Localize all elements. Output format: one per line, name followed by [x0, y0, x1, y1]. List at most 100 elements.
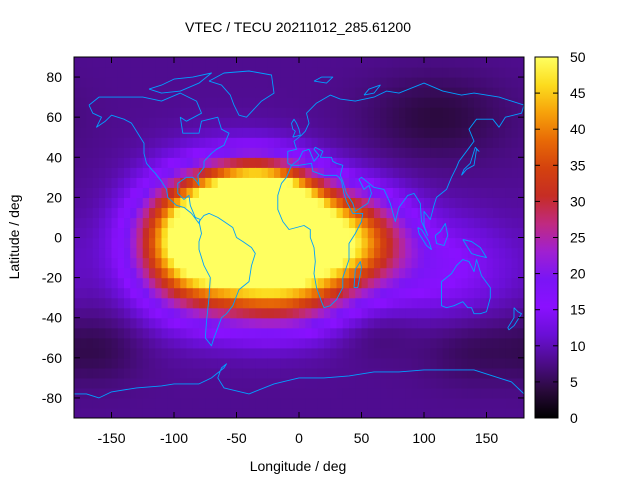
- heatmap-cell: [274, 67, 281, 78]
- heatmap-cell: [517, 67, 524, 78]
- heatmap-cell: [492, 57, 500, 68]
- heatmap-cell: [167, 217, 175, 229]
- heatmap-cell: [186, 187, 194, 198]
- heatmap-cell: [417, 357, 425, 369]
- heatmap-cell: [399, 257, 406, 269]
- heatmap-cell: [99, 97, 106, 108]
- heatmap-cell: [511, 337, 519, 349]
- heatmap-cell: [455, 177, 463, 188]
- heatmap-cell: [492, 117, 500, 128]
- heatmap-cell: [161, 247, 169, 259]
- heatmap-cell: [92, 377, 100, 389]
- heatmap-cell: [517, 237, 524, 249]
- heatmap-cell: [299, 167, 306, 178]
- heatmap-cell: [324, 117, 331, 128]
- heatmap-cell: [517, 57, 524, 68]
- heatmap-cell: [436, 237, 444, 249]
- heatmap-cell: [199, 317, 206, 329]
- heatmap-cell: [324, 277, 331, 289]
- heatmap-cell: [499, 87, 506, 98]
- heatmap-cell: [80, 357, 88, 369]
- heatmap-cell: [436, 197, 444, 209]
- heatmap-cell: [449, 327, 456, 339]
- heatmap-cell: [211, 377, 219, 389]
- heatmap-cell: [342, 307, 350, 319]
- heatmap-cell: [92, 327, 100, 339]
- heatmap-cell: [292, 277, 300, 289]
- heatmap-cell: [186, 177, 194, 188]
- heatmap-cell: [467, 207, 475, 219]
- heatmap-cell: [174, 137, 181, 148]
- heatmap-cell: [430, 107, 438, 118]
- heatmap-cell: [442, 167, 450, 178]
- heatmap-cell: [517, 217, 524, 229]
- heatmap-cell: [136, 397, 144, 409]
- heatmap-cell: [305, 87, 313, 98]
- heatmap-cell: [455, 377, 463, 389]
- heatmap-cell: [117, 207, 125, 219]
- heatmap-cell: [455, 307, 463, 319]
- heatmap-cell: [505, 297, 513, 309]
- heatmap-cell: [224, 407, 231, 418]
- heatmap-cell: [342, 377, 350, 389]
- heatmap-cell: [436, 107, 444, 118]
- heatmap-cell: [130, 357, 138, 369]
- heatmap-cell: [342, 227, 350, 239]
- heatmap-cell: [305, 207, 313, 219]
- heatmap-cell: [455, 317, 463, 329]
- heatmap-cell: [167, 387, 175, 399]
- heatmap-cell: [467, 297, 475, 309]
- heatmap-cell: [74, 297, 81, 309]
- heatmap-cell: [105, 67, 113, 78]
- heatmap-cell: [242, 347, 250, 359]
- heatmap-cell: [361, 257, 369, 269]
- heatmap-cell: [480, 127, 488, 138]
- heatmap-cell: [374, 107, 381, 118]
- heatmap-cell: [205, 287, 213, 299]
- heatmap-cell: [199, 257, 206, 269]
- heatmap-cell: [217, 327, 225, 339]
- heatmap-cell: [280, 327, 288, 339]
- heatmap-cell: [299, 337, 306, 349]
- heatmap-cell: [330, 367, 338, 379]
- heatmap-cell: [392, 337, 400, 349]
- heatmap-cell: [230, 207, 238, 219]
- heatmap-cell: [349, 297, 356, 309]
- heatmap-cell: [99, 367, 106, 379]
- heatmap-cell: [480, 187, 488, 198]
- heatmap-cell: [149, 407, 156, 418]
- heatmap-cell: [124, 377, 131, 389]
- heatmap-cell: [486, 347, 494, 359]
- heatmap-cell: [305, 257, 313, 269]
- heatmap-cell: [155, 137, 163, 148]
- coastline-sumatra: [417, 227, 432, 250]
- heatmap-cell: [161, 217, 169, 229]
- heatmap-cell: [142, 137, 150, 148]
- heatmap-cell: [86, 147, 94, 158]
- heatmap-cell: [217, 407, 225, 418]
- heatmap-cell: [330, 127, 338, 138]
- heatmap-cell: [505, 177, 513, 188]
- heatmap-cell: [317, 97, 325, 108]
- heatmap-cell: [167, 77, 175, 88]
- heatmap-cell: [192, 167, 200, 178]
- heatmap-cell: [299, 217, 306, 229]
- heatmap-cell: [136, 347, 144, 359]
- heatmap-cell: [292, 237, 300, 249]
- heatmap-cell: [117, 147, 125, 158]
- heatmap-cell: [324, 247, 331, 259]
- heatmap-cell: [474, 267, 481, 279]
- heatmap-cell: [424, 317, 431, 329]
- heatmap-cell: [492, 357, 500, 369]
- heatmap-cell: [505, 367, 513, 379]
- heatmap-cell: [249, 357, 256, 369]
- heatmap-cell: [342, 357, 350, 369]
- heatmap-cell: [224, 277, 231, 289]
- heatmap-cell: [142, 347, 150, 359]
- heatmap-cell: [480, 157, 488, 168]
- heatmap-cell: [180, 367, 188, 379]
- heatmap-cell: [349, 107, 356, 118]
- heatmap-cell: [505, 327, 513, 339]
- heatmap-cell: [224, 157, 231, 168]
- heatmap-cell: [361, 97, 369, 108]
